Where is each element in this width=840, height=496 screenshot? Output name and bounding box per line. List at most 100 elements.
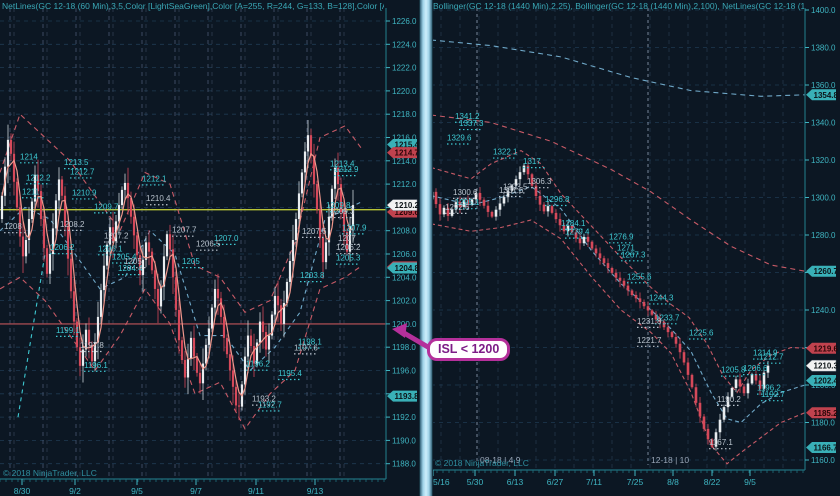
x-axis-tick-label: 9/7	[190, 486, 202, 496]
rollover-label: 12-18 | 10	[651, 455, 689, 465]
netline-price-label: 1337.3	[459, 119, 484, 128]
price-badge	[386, 199, 418, 211]
y-axis-tick-label: 1160.0	[811, 456, 835, 465]
netline-price-label: 1214.9	[753, 349, 778, 358]
y-axis-tick-label: 1226.0	[392, 17, 417, 26]
upper-band	[0, 113, 363, 313]
y-axis-tick-label: 1320.0	[811, 156, 836, 165]
isl-annotation[interactable]: ISL < 1200	[427, 338, 511, 361]
y-axis-tick-label: 1360.0	[811, 81, 836, 90]
netline-price-label: 1207.2	[104, 232, 129, 241]
y-axis-tick-label: 1200.0	[392, 320, 417, 329]
netline-price-label: 1210.9	[72, 188, 97, 197]
bollinger-100-mid	[431, 114, 806, 272]
netline-price-label: 1196.1	[84, 361, 108, 370]
x-axis-tick-label: 5/16	[433, 477, 450, 487]
netline-trend	[17, 253, 46, 418]
netline-price-label: 1192.7	[761, 390, 785, 399]
netline-price-label: 1199.1	[56, 326, 80, 335]
netline-price-label: 1212.2	[26, 173, 51, 182]
x-axis-tick-label: 7/11	[586, 477, 602, 487]
netline-price-label: 1212.1	[142, 174, 167, 183]
netline-price-label: 1196.2	[246, 360, 270, 369]
y-axis-tick-label: 1380.0	[811, 44, 836, 53]
bollinger-25-upper	[431, 149, 806, 394]
x-axis-tick-label: 9/5	[131, 486, 143, 496]
netline-price-label: 1205	[182, 257, 200, 266]
x-axis-tick-label: 9/13	[307, 486, 324, 496]
price-badge	[387, 390, 417, 402]
netline-price-label: 1233.7	[655, 313, 680, 322]
bollinger-100-upper	[431, 39, 806, 97]
netline-price-label: 1206.2	[336, 243, 361, 252]
netline-price-label: 1267.3	[621, 250, 646, 259]
y-axis-tick-label: 1224.0	[392, 40, 417, 49]
netline-price-label: 1206.1	[98, 244, 123, 253]
price-badge-value: 1202.4	[814, 377, 839, 386]
netline-price-label: 1276.9	[609, 232, 634, 241]
y-axis-tick-label: 1280.0	[811, 231, 836, 240]
x-axis-tick-label: 9/11	[248, 486, 264, 496]
netline-price-label: 1271	[617, 243, 635, 252]
chart-splitter[interactable]	[419, 0, 433, 496]
netline-price-label: 1204.4	[118, 264, 143, 273]
netline-price-label: 1296.8	[545, 195, 570, 204]
netline-price-label: 1196.2	[757, 384, 781, 393]
chart-canvas-daily[interactable]: 08-18 | 4.9 12-18 | 10 1341.21337.31329.61…	[431, 0, 840, 496]
netline-price-label: 1192.7	[258, 400, 282, 409]
bands-layer	[431, 39, 806, 465]
netline-price-label: 1209.3	[330, 207, 355, 216]
netline-price-label: 1208	[4, 222, 22, 231]
isl-annotation-label: ISL < 1200	[438, 342, 500, 356]
y-axis-tick-label: 1222.0	[392, 64, 417, 73]
price-badge	[806, 265, 836, 277]
grid-layer	[431, 8, 805, 470]
netline-price-label: 1206.2	[50, 243, 75, 252]
netline-price-label: 1208.2	[60, 220, 85, 229]
netline-price-label: 1203.8	[300, 271, 325, 280]
netline-price-label: 1205.3	[336, 254, 361, 263]
netline-price-label: 1300.6	[453, 188, 478, 197]
netline-price-label: 1231.8	[637, 317, 662, 326]
netline-price-label: 1303.5	[503, 182, 528, 191]
y-axis-tick-label: 1188.0	[392, 460, 416, 469]
chart-panel-gc-daily[interactable]: Bollinger(GC 12-18 (1440 Min),2,25), Bol…	[431, 0, 840, 496]
y-axis-tick-label: 1192.0	[392, 413, 416, 422]
price-badge	[805, 359, 837, 372]
y-axis-tick-label: 1214.0	[392, 157, 417, 166]
netline-price-label: 1284.1	[561, 219, 586, 228]
netline-price-label: 1209.7	[94, 202, 119, 211]
netline-price-label: 1212.7	[759, 353, 784, 362]
netline-price-label: 1221.7	[637, 336, 662, 345]
price-badge	[806, 89, 836, 101]
y-axis-tick-label: 1212.0	[392, 180, 417, 189]
price-badge	[387, 262, 417, 274]
rollover-label: 08-18 | 4.9	[480, 455, 521, 465]
netline-price-label: 1213.5	[64, 158, 89, 167]
netline-price-label: 1292.6	[445, 203, 470, 212]
netline-price-label: 1198.1	[298, 338, 322, 347]
y-axis-tick-label: 1218.0	[392, 110, 417, 119]
netline-price-label: 1197.6	[294, 343, 318, 352]
price-badge	[806, 375, 836, 386]
price-badge-value: 1260.7	[814, 267, 839, 276]
netline-price-label: 1213.4	[330, 159, 355, 168]
price-badge	[806, 407, 836, 419]
y-axis-tick-label: 1198.0	[392, 343, 416, 352]
y-axis-tick-label: 1220.0	[392, 87, 417, 96]
y-axis-tick-label: 1240.0	[811, 306, 836, 315]
candles-layer	[431, 160, 770, 451]
netline-price-label: 1209.8	[326, 201, 351, 210]
x-axis-tick-label: 6/27	[547, 477, 564, 487]
y-axis-tick-label: 1208.0	[392, 227, 417, 236]
price-badges-layer: 1354.8 1260.7 1219.6 1210.3 1202.4 1185.2 1166…	[805, 89, 839, 453]
chart-panel-gc-60min[interactable]: NetLines(GC 12-18 (60 Min),3,5,Color [Li…	[0, 0, 419, 496]
y-axis-tick-label: 1216.0	[392, 134, 417, 143]
price-badge-value: 1214.7	[395, 149, 420, 158]
rollover-layer: 08-18 | 4.9 12-18 | 10	[476, 8, 689, 465]
netline-price-label: 1317	[523, 157, 541, 166]
